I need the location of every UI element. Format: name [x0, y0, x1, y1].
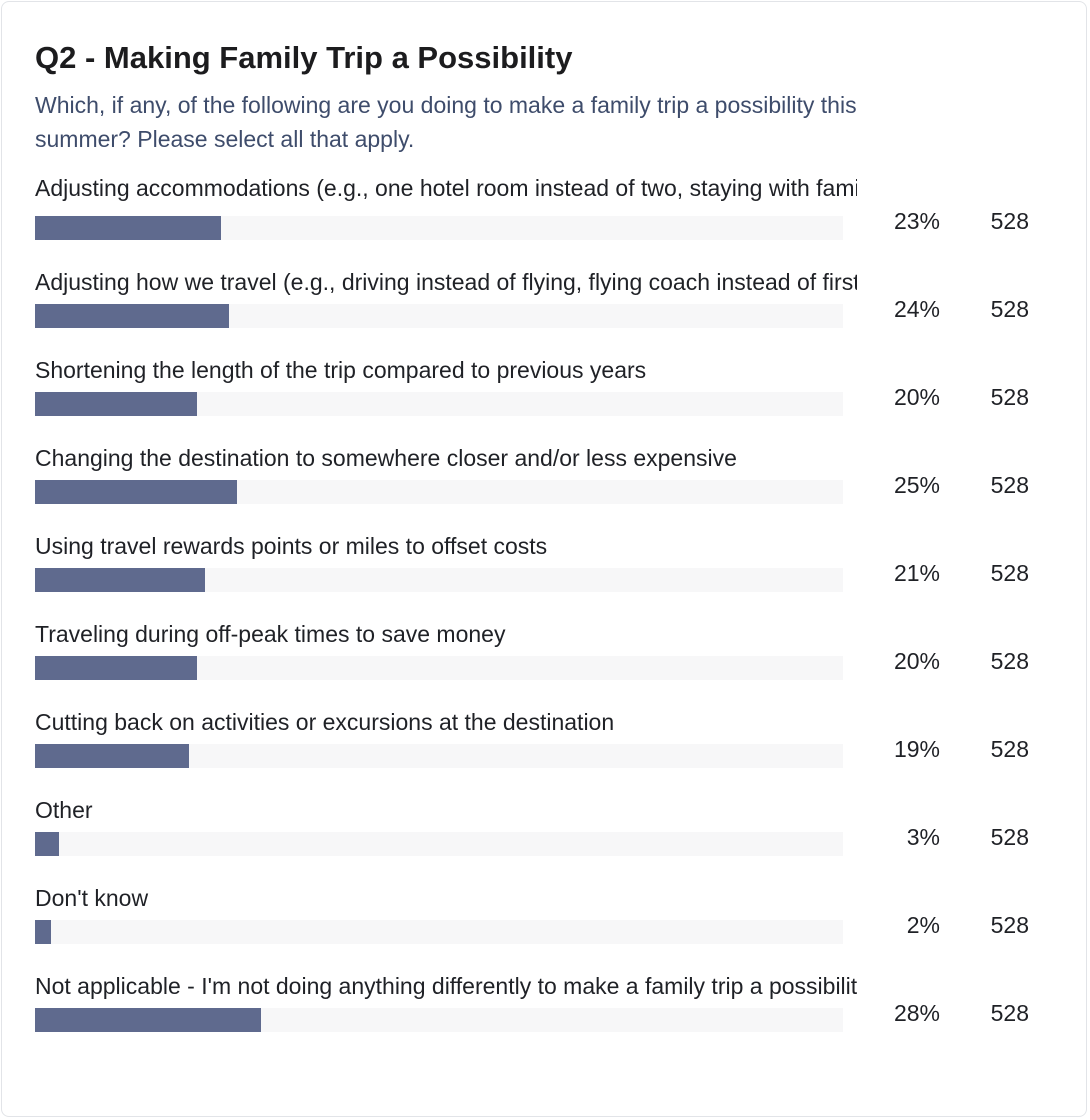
bar-track — [35, 744, 843, 768]
bar-count-label: 528 — [990, 1000, 1029, 1026]
bar-percent-label: 3% — [906, 824, 940, 850]
bar-track — [35, 1008, 843, 1032]
bar-label: Using travel rewards points or miles to … — [35, 533, 548, 559]
bar-count-label: 528 — [990, 736, 1029, 762]
bar-track — [35, 656, 843, 680]
bar-track — [35, 480, 843, 504]
bar-row: Changing the destination to somewhere cl… — [2, 443, 1086, 531]
bar — [35, 304, 229, 328]
chart-subtitle: Which, if any, of the following are you … — [35, 92, 857, 152]
bar-row: Traveling during off-peak times to save … — [2, 619, 1086, 707]
bar-count-label: 528 — [990, 824, 1029, 850]
bar-count-label: 528 — [990, 648, 1029, 674]
bar-label: Cutting back on activities or excursions… — [35, 709, 615, 735]
bar-label: Adjusting how we travel (e.g., driving i… — [35, 269, 857, 295]
bar — [35, 392, 197, 416]
bar-percent-label: 20% — [893, 384, 940, 410]
bar-label: Changing the destination to somewhere cl… — [35, 445, 737, 471]
bar — [35, 480, 237, 504]
bar-label: Don't know — [35, 885, 149, 911]
bar-percent-label: 21% — [893, 560, 940, 586]
bar — [35, 920, 52, 944]
bar — [35, 568, 205, 592]
bar — [35, 216, 221, 240]
bar-count-label: 528 — [990, 912, 1029, 938]
bar-track — [35, 304, 843, 328]
bar — [35, 656, 197, 680]
bar-track — [35, 920, 843, 944]
bar-count-label: 528 — [990, 208, 1029, 234]
bar-row: Adjusting how we travel (e.g., driving i… — [2, 267, 1086, 355]
bar-percent-label: 2% — [906, 912, 940, 938]
bar-row: Don't know 2% 528 — [2, 883, 1086, 971]
bar-track — [35, 568, 843, 592]
bar-row: Adjusting accommodations (e.g., one hote… — [2, 175, 1086, 267]
bar-track — [35, 832, 843, 856]
bar-count-label: 528 — [990, 560, 1029, 586]
bar-percent-label: 24% — [893, 296, 940, 322]
bar-row: Cutting back on activities or excursions… — [2, 707, 1086, 795]
bar-percent-label: 25% — [893, 472, 940, 498]
bar-percent-label: 20% — [893, 648, 940, 674]
bar-track — [35, 392, 843, 416]
bar-label: Traveling during off-peak times to save … — [35, 621, 506, 647]
bar-row: Other 3% 528 — [2, 795, 1086, 883]
bar-row: Using travel rewards points or miles to … — [2, 531, 1086, 619]
bar-label: Not applicable - I'm not doing anything … — [35, 973, 857, 999]
chart-title: Q2 - Making Family Trip a Possibility — [35, 40, 573, 75]
bar-label: Other — [35, 797, 93, 823]
bar-percent-label: 23% — [893, 208, 940, 234]
bar — [35, 832, 60, 856]
bar-percent-label: 28% — [893, 1000, 940, 1026]
bar-row: Not applicable - I'm not doing anything … — [2, 971, 1086, 1059]
bar-count-label: 528 — [990, 472, 1029, 498]
bar-row: Shortening the length of the trip compar… — [2, 355, 1086, 443]
bar-percent-label: 19% — [893, 736, 940, 762]
bar-label: Adjusting accommodations (e.g., one hote… — [35, 175, 857, 201]
bar — [35, 1008, 262, 1032]
bar-track — [35, 216, 843, 240]
bar-count-label: 528 — [990, 384, 1029, 410]
bar-count-label: 528 — [990, 296, 1029, 322]
bar-label: Shortening the length of the trip compar… — [35, 357, 647, 383]
bar — [35, 744, 189, 768]
